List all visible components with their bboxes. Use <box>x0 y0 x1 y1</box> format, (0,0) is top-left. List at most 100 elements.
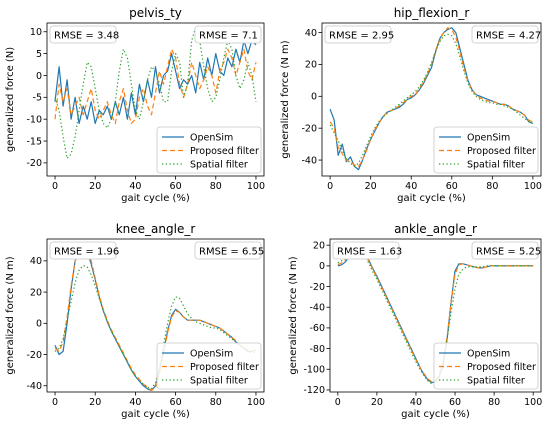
legend-label: Spatial filter <box>467 376 525 387</box>
plot-frame <box>46 238 265 393</box>
rmse-left-label: RMSE = 1.63 <box>337 247 402 258</box>
legend-label: OpenSim <box>467 349 510 360</box>
y-axis-label: generalized force (N m) <box>288 256 299 374</box>
x-tick-label: 60 <box>170 181 182 192</box>
legend-label: OpenSim <box>467 133 510 144</box>
rmse-right-label: RMSE = 7.1 <box>199 31 258 42</box>
chart-title: knee_angle_r <box>116 222 196 236</box>
x-tick-label: 80 <box>210 397 222 408</box>
x-tick-label: 40 <box>405 181 417 192</box>
x-tick-label: 20 <box>89 397 101 408</box>
y-tick-label: -40 <box>309 303 325 314</box>
y-tick-label: 0 <box>311 92 317 103</box>
y-tick-label: -80 <box>309 344 325 355</box>
y-tick-label: 40 <box>30 256 42 267</box>
y-tick-label: -40 <box>26 381 42 392</box>
chart-title: pelvis_ty <box>129 6 182 20</box>
y-tick-label: 0 <box>36 319 42 330</box>
y-tick-label: 20 <box>30 287 42 298</box>
legend-label: Proposed filter <box>190 362 259 373</box>
rmse-right-label: RMSE = 4.27 <box>476 31 541 42</box>
y-tick-label: -5 <box>33 93 42 104</box>
x-tick-label: 0 <box>52 181 58 192</box>
x-tick-label: 80 <box>486 181 498 192</box>
y-tick-label: 5 <box>36 49 42 60</box>
rmse-box-left <box>324 25 392 44</box>
plot-frame <box>46 22 265 177</box>
y-axis-label: generalized force (N m) <box>280 40 291 158</box>
x-tick-label: 20 <box>365 181 377 192</box>
x-tick-label: 20 <box>371 397 383 408</box>
y-tick-label: -100 <box>303 365 325 376</box>
rmse-box-left <box>49 241 117 260</box>
y-tick-label: -20 <box>309 282 325 293</box>
legend-label: Proposed filter <box>467 362 536 373</box>
x-tick-label: 60 <box>170 397 182 408</box>
x-axis-label: gait cycle (%) <box>121 409 190 420</box>
legend-label: OpenSim <box>190 133 233 144</box>
x-tick-label: 100 <box>524 181 542 192</box>
legend: OpenSim Proposed filter Spatial filter <box>156 342 262 390</box>
legend-label: OpenSim <box>190 349 233 360</box>
rmse-left-label: RMSE = 3.48 <box>54 31 119 42</box>
rmse-left-label: RMSE = 2.95 <box>329 31 394 42</box>
series-line-opensim <box>54 39 257 125</box>
rmse-right-label: RMSE = 5.25 <box>476 247 541 258</box>
legend-box <box>433 342 539 390</box>
legend: OpenSim Proposed filter Spatial filter <box>433 126 539 174</box>
legend-box <box>156 126 262 174</box>
series-group <box>54 26 257 160</box>
y-axis-label: generalized force (N) <box>5 47 16 152</box>
y-tick-label: -20 <box>301 123 317 134</box>
y-axis-label: generalized force (N m) <box>5 256 16 374</box>
y-tick-label: -60 <box>309 323 325 334</box>
x-tick-label: 0 <box>52 397 58 408</box>
x-tick-label: 80 <box>210 181 222 192</box>
x-tick-label: 60 <box>446 181 458 192</box>
series-group <box>329 27 534 171</box>
legend: OpenSim Proposed filter Spatial filter <box>433 342 539 390</box>
legend-label: Spatial filter <box>467 160 525 171</box>
series-line-proposed-filter <box>329 27 534 167</box>
rmse-box-left <box>332 241 400 260</box>
x-tick-label: 0 <box>327 181 333 192</box>
rmse-box-right <box>194 241 262 260</box>
x-tick-label: 100 <box>247 397 265 408</box>
rmse-box-right <box>471 241 539 260</box>
y-tick-label: 0 <box>319 261 325 272</box>
y-tick-label: -15 <box>26 136 42 147</box>
x-axis-label: gait cycle (%) <box>401 409 470 420</box>
x-tick-label: 40 <box>129 397 141 408</box>
rmse-left-label: RMSE = 1.96 <box>54 247 119 258</box>
y-tick-label: 20 <box>313 241 325 252</box>
x-tick-label: 0 <box>335 397 341 408</box>
legend-label: Spatial filter <box>190 160 248 171</box>
rmse-box-right <box>194 25 262 44</box>
legend: OpenSim Proposed filter Spatial filter <box>156 126 262 174</box>
series-line-spatial-filter <box>54 26 257 160</box>
legend-box <box>433 126 539 174</box>
panel-ankle-angle-r: ankle_angle_r 0 20 40 60 80 100 -120 -100 -80 -60 -… <box>288 222 542 420</box>
panel-pelvis-ty: pelvis_ty 0 20 40 60 80 100 -20 -15 -10 -5 0 5 10 gait… <box>5 6 265 204</box>
x-tick-label: 20 <box>89 181 101 192</box>
rmse-box-right <box>471 25 539 44</box>
legend-box <box>156 342 262 390</box>
chart-title: ankle_angle_r <box>394 222 477 236</box>
x-tick-label: 40 <box>129 181 141 192</box>
y-tick-label: -120 <box>303 385 325 396</box>
y-tick-label: 10 <box>30 27 42 38</box>
y-tick-label: -10 <box>26 114 42 125</box>
x-axis-label: gait cycle (%) <box>121 193 190 204</box>
x-tick-label: 100 <box>524 397 542 408</box>
rmse-box-left <box>49 25 117 44</box>
series-line-proposed-filter <box>54 48 257 125</box>
y-tick-label: 40 <box>305 28 317 39</box>
plot-frame <box>321 22 542 177</box>
legend-label: Proposed filter <box>190 146 259 157</box>
plot-frame <box>329 238 542 393</box>
chart-title: hip_flexion_r <box>394 6 470 20</box>
legend-label: Proposed filter <box>467 146 536 157</box>
x-tick-label: 100 <box>247 181 265 192</box>
